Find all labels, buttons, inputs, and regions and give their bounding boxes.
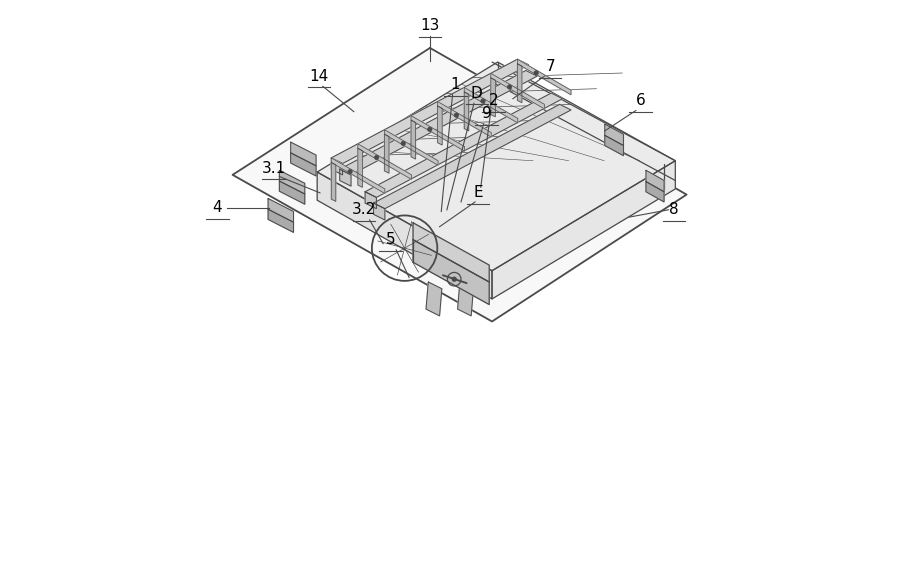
Text: 2: 2 bbox=[489, 93, 499, 108]
Polygon shape bbox=[331, 162, 336, 201]
Polygon shape bbox=[290, 153, 316, 176]
Circle shape bbox=[455, 113, 458, 117]
Polygon shape bbox=[331, 158, 343, 175]
Text: 13: 13 bbox=[420, 18, 440, 33]
Polygon shape bbox=[646, 182, 664, 202]
Polygon shape bbox=[279, 181, 305, 204]
Polygon shape bbox=[373, 203, 384, 220]
Circle shape bbox=[480, 99, 485, 103]
Polygon shape bbox=[232, 48, 687, 321]
Polygon shape bbox=[268, 199, 293, 222]
Polygon shape bbox=[317, 62, 675, 271]
Polygon shape bbox=[384, 130, 438, 165]
Text: 9: 9 bbox=[481, 107, 491, 121]
Polygon shape bbox=[413, 223, 490, 282]
Circle shape bbox=[401, 141, 406, 146]
Polygon shape bbox=[464, 92, 468, 131]
Polygon shape bbox=[411, 116, 465, 151]
Polygon shape bbox=[365, 192, 376, 209]
Text: 14: 14 bbox=[309, 69, 328, 83]
Polygon shape bbox=[438, 106, 443, 145]
Polygon shape bbox=[605, 124, 623, 146]
Polygon shape bbox=[517, 59, 571, 95]
Polygon shape bbox=[358, 144, 411, 179]
Text: 7: 7 bbox=[545, 59, 555, 74]
Text: 8: 8 bbox=[669, 202, 679, 217]
Polygon shape bbox=[268, 209, 293, 232]
Polygon shape bbox=[605, 135, 623, 156]
Text: 1: 1 bbox=[451, 77, 460, 92]
Polygon shape bbox=[426, 282, 442, 316]
Polygon shape bbox=[491, 78, 495, 117]
Polygon shape bbox=[279, 170, 305, 194]
Text: E: E bbox=[473, 186, 483, 200]
Text: 4: 4 bbox=[213, 200, 222, 215]
Text: 6: 6 bbox=[635, 93, 645, 108]
Text: 5: 5 bbox=[385, 232, 396, 247]
Circle shape bbox=[534, 70, 538, 75]
Polygon shape bbox=[492, 161, 675, 299]
Polygon shape bbox=[331, 158, 384, 193]
Polygon shape bbox=[365, 93, 562, 197]
Polygon shape bbox=[491, 73, 544, 109]
Polygon shape bbox=[464, 87, 518, 123]
Polygon shape bbox=[646, 170, 664, 192]
Circle shape bbox=[374, 155, 379, 160]
Polygon shape bbox=[373, 104, 571, 209]
Polygon shape bbox=[290, 142, 316, 166]
Text: D: D bbox=[471, 86, 483, 100]
Polygon shape bbox=[517, 64, 522, 103]
Circle shape bbox=[348, 169, 352, 174]
Polygon shape bbox=[339, 169, 351, 186]
Polygon shape bbox=[358, 148, 362, 187]
Circle shape bbox=[452, 277, 456, 281]
Polygon shape bbox=[317, 172, 492, 299]
Polygon shape bbox=[413, 240, 490, 305]
Text: 3.1: 3.1 bbox=[262, 161, 286, 175]
Polygon shape bbox=[438, 102, 491, 137]
Polygon shape bbox=[339, 70, 538, 175]
Text: 3.2: 3.2 bbox=[352, 202, 376, 217]
Circle shape bbox=[507, 85, 512, 89]
Polygon shape bbox=[411, 120, 416, 159]
Polygon shape bbox=[384, 134, 389, 173]
Circle shape bbox=[428, 127, 432, 131]
Polygon shape bbox=[331, 59, 528, 164]
Polygon shape bbox=[457, 282, 473, 316]
